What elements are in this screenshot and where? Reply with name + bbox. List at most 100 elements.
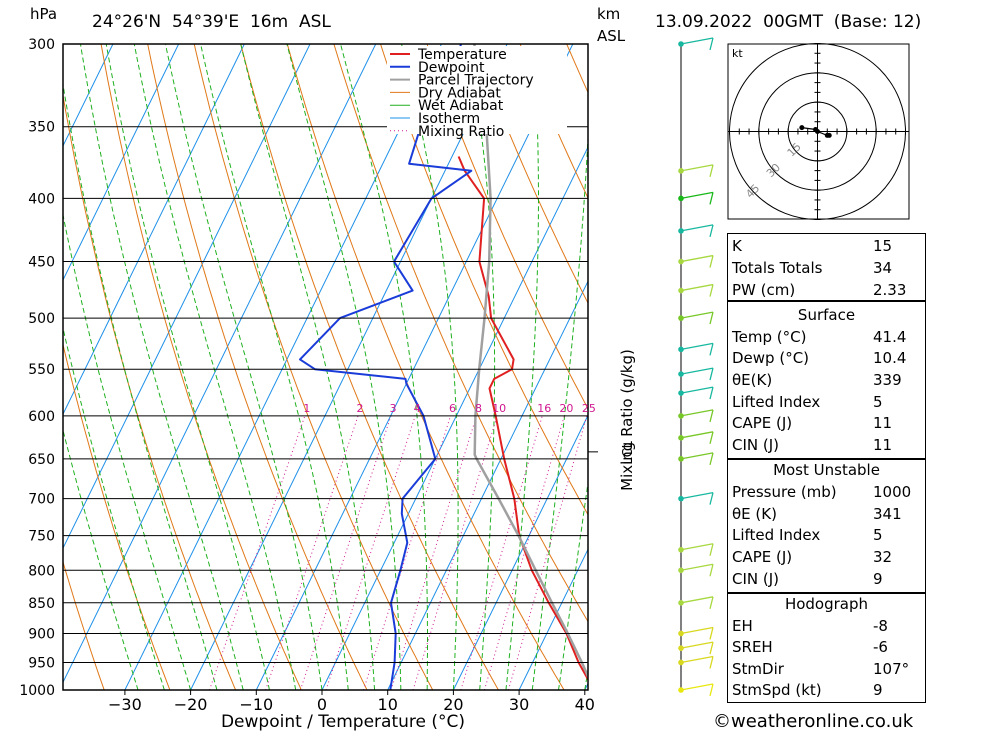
surface-row: Lifted Index 5: [732, 393, 883, 411]
datetime-title: 13.09.2022 00GMT (Base: 12): [655, 12, 922, 32]
wet-adiabat-line: [240, 44, 376, 690]
wind-barb: [680, 563, 714, 571]
index-row: Totals Totals 34: [732, 259, 893, 277]
wind-level-dot: [678, 495, 684, 502]
hodo-row: SREH -6: [732, 638, 888, 656]
wind-barb: [680, 164, 714, 172]
mixing-ratio-label: 3: [389, 402, 396, 415]
pressure-tick-label: 650: [28, 452, 55, 468]
dry-adiabat-line: [63, 560, 105, 690]
wind-barb-flag: [709, 627, 714, 640]
wind-barb: [680, 543, 714, 551]
location-title: 24°26'N 54°39'E 16m ASL: [92, 12, 331, 32]
pressure-tick-label: 700: [28, 492, 55, 508]
asl-label: ASL: [597, 27, 626, 45]
dry-adiabat-line: [63, 92, 237, 690]
wind-barb: [680, 224, 714, 232]
hodo-row: EH -8: [732, 617, 888, 635]
mixing-ratio-label: 20: [559, 402, 573, 415]
legend-entry: Isotherm: [418, 111, 480, 127]
wind-barb: [680, 655, 714, 664]
wind-barb-flag: [709, 431, 714, 444]
dry-adiabat-line: [986, 44, 1000, 690]
wind-barb: [680, 254, 714, 263]
wet-adiabat-line: [63, 428, 139, 690]
dry-adiabat-line: [333, 44, 588, 623]
pressure-tick-label: 750: [28, 529, 55, 545]
series-parcel-trajectory: [473, 44, 588, 680]
pressure-tick-label: 800: [28, 563, 55, 579]
mixing-ratio-line: [483, 415, 565, 690]
wet-adiabat-line: [200, 44, 349, 690]
wind-barb-flag: [709, 386, 714, 400]
mixing-ratio-label: 10: [492, 402, 506, 415]
wind-barb: [680, 283, 714, 292]
pressure-tick-label: 550: [28, 362, 55, 378]
indices-box: [727, 233, 926, 301]
mu-row: Pressure (mb) 1000: [732, 483, 912, 501]
wind-barb: [680, 641, 714, 649]
hodograph-point: [799, 125, 805, 131]
km-label: km: [597, 5, 621, 23]
x-tick-label: 40: [575, 695, 595, 714]
wind-barb-flag: [709, 543, 714, 556]
legend-entry: Dry Adiabat: [418, 85, 501, 101]
mixing-ratio-line: [325, 415, 416, 690]
isotherm-line: [63, 44, 180, 282]
hodograph-point: [815, 129, 820, 134]
wet-adiabat-line: [63, 81, 218, 690]
surface-row: CAPE (J) 11: [732, 414, 893, 432]
isotherm-line: [452, 414, 588, 690]
surface-box: [727, 301, 926, 459]
wind-barb-flag: [709, 656, 714, 669]
wind-barb-flag: [709, 311, 714, 325]
dry-adiabat-line: [426, 44, 588, 410]
wind-barb-flag: [709, 596, 714, 609]
series-dewpoint: [299, 44, 473, 690]
mu-row: Lifted Index 5: [732, 526, 883, 544]
mu-row: θE (K) 341: [732, 505, 902, 523]
wind-barb-flag: [709, 343, 714, 356]
dry-adiabat-line: [147, 44, 368, 690]
surface-row: Temp (°C) 41.4: [732, 328, 907, 346]
wind-barb-flag: [709, 37, 714, 51]
mixing-ratio-label: 4: [414, 402, 421, 415]
mixing-ratio-line: [208, 415, 306, 690]
isotherm-line: [63, 44, 114, 148]
footer-credit[interactable]: ©weatheronline.co.uk: [713, 711, 914, 732]
wind-barb: [680, 596, 714, 604]
most-unstable-box: [727, 459, 926, 593]
x-tick-label: −30: [108, 695, 142, 714]
isotherm-line: [518, 548, 588, 690]
pressure-tick-label: 300: [28, 37, 55, 53]
pressure-tick-label: 1000: [19, 683, 55, 699]
most-unstable-title: Most Unstable: [773, 461, 880, 479]
wet-adiabat-line: [340, 44, 428, 690]
pressure-tick-label: 900: [28, 626, 55, 642]
x-tick-label: −20: [174, 695, 208, 714]
pressure-tick-label: 600: [28, 409, 55, 425]
mixing-ratio-label: 25: [582, 402, 596, 415]
mixing-ratio-line: [299, 415, 392, 690]
wind-barb-flag: [709, 284, 714, 297]
legend-entry: Mixing Ratio: [418, 124, 504, 140]
surface-row: CIN (J) 11: [732, 436, 893, 454]
wind-barb: [680, 409, 714, 417]
isotherm-line: [63, 44, 311, 550]
x-tick-label: 0: [317, 695, 327, 714]
pressure-tick-label: 950: [28, 655, 55, 671]
mixing-ratio-label: 16: [537, 402, 551, 415]
wind-barb-flag: [709, 367, 714, 381]
isotherm-line: [124, 44, 442, 690]
index-row: PW (cm) 2.33: [732, 281, 907, 299]
hodograph-point: [826, 132, 832, 138]
wet-adiabat-line: [105, 44, 270, 690]
wind-barb: [680, 431, 714, 439]
hodograph-unit: kt: [732, 47, 743, 60]
surface-row: θE(K) 339: [732, 371, 902, 389]
wind-barb: [680, 37, 714, 45]
isotherm-line: [190, 44, 508, 690]
legend-box: [387, 46, 567, 134]
wind-barb-flag: [709, 642, 714, 655]
